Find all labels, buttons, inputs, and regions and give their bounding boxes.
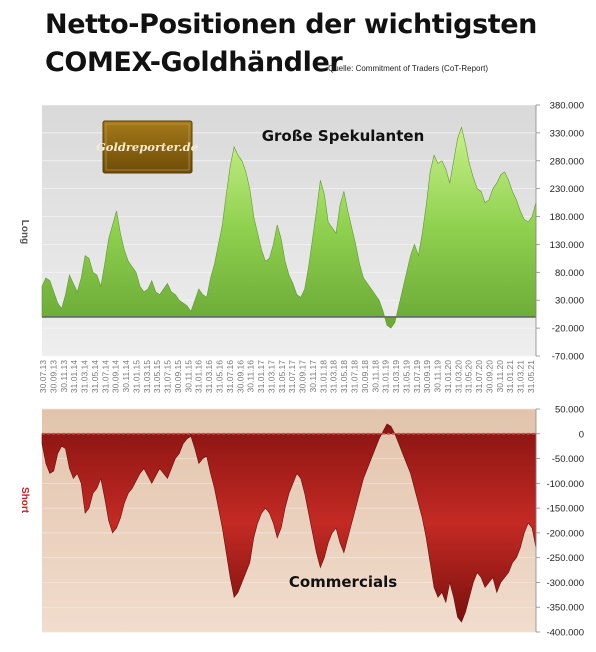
x-tick-label: 30.09.15 (173, 360, 183, 393)
x-tick-label: 31.01.14 (69, 360, 79, 393)
x-tick-label: 31.01.17 (256, 360, 266, 393)
x-tick-label: 30.07.13 (38, 360, 48, 393)
x-tick-label: 31.07.18 (350, 360, 360, 393)
top-y-axis: 380.000 330.000 280.000 230.000 180.000 130.0… (535, 101, 584, 363)
y-tick-label: 0 (579, 429, 584, 440)
y-tick-label: 280.000 (550, 156, 584, 167)
bottom-y-axis: 50.000 0 -50.000 -100.000 -150.000 -200.000 -2… (535, 405, 584, 639)
top-chart: 380.000 330.000 280.000 230.000 180.000 130.0… (19, 101, 584, 363)
x-tick-label: 30.09.13 (48, 360, 58, 393)
top-series-title: Große Spekulanten (262, 127, 425, 145)
x-tick-label: 31.03.20 (453, 360, 463, 393)
title-line-1: Netto-Positionen der wichtigsten (45, 9, 537, 40)
y-tick-label: -50.000 (552, 454, 584, 465)
x-tick-label: 30.09.20 (485, 360, 495, 393)
x-tick-label: 30.09.18 (360, 360, 370, 393)
x-tick-label: 31.07.19 (412, 360, 422, 393)
bottom-series-area (41, 423, 537, 623)
x-tick-label: 31.03.21 (516, 360, 526, 393)
x-tick-label: 31.01.18 (318, 360, 328, 393)
x-tick-label: 30.11.20 (495, 360, 505, 393)
x-tick-label: 31.07.16 (225, 360, 235, 393)
long-axis-label: Long (19, 220, 30, 244)
x-tick-label: 30.09.14 (111, 360, 121, 393)
short-axis-label: Short (19, 487, 30, 514)
y-tick-label: 80.000 (555, 268, 584, 279)
x-tick-label: 31.03.16 (204, 360, 214, 393)
x-tick-label: 31.01.15 (131, 360, 141, 393)
y-tick-label: -20.000 (552, 324, 584, 335)
top-series-area (41, 126, 537, 329)
x-tick-label: 30.09.17 (298, 360, 308, 393)
x-tick-label: 31.03.15 (142, 360, 152, 393)
x-tick-label: 31.07.20 (474, 360, 484, 393)
x-tick-label: 30.11.15 (183, 360, 193, 393)
logo-frame (105, 123, 190, 171)
x-tick-label: 31.03.19 (391, 360, 401, 393)
y-tick-label: -250.000 (546, 553, 584, 564)
x-tick-label: 31.05.17 (277, 360, 287, 393)
x-tick-label: 31.01.20 (443, 360, 453, 393)
x-tick-label: 30.11.19 (433, 360, 443, 393)
x-tick-label: 31.05.20 (464, 360, 474, 393)
x-tick-label: 31.05.19 (401, 360, 411, 393)
x-tick-label: 31.01.19 (381, 360, 391, 393)
y-tick-label: -100.000 (546, 479, 584, 490)
y-tick-label: 130.000 (550, 240, 584, 251)
x-tick-label: 30.11.13 (59, 360, 69, 393)
title-line-2: COMEX-Goldhändler (45, 47, 343, 78)
x-tick-label: 31.03.18 (329, 360, 339, 393)
x-tick-label: 30.09.16 (235, 360, 245, 393)
bottom-series-title: Commercials (289, 573, 397, 591)
y-tick-label: -150.000 (546, 504, 584, 515)
x-tick-label: 31.05.18 (339, 360, 349, 393)
y-tick-label: 380.000 (550, 101, 584, 112)
y-tick-label: 180.000 (550, 212, 584, 223)
x-tick-label: 31.03.14 (80, 360, 90, 393)
x-tick-label: 31.05.14 (90, 360, 100, 393)
y-tick-label: 330.000 (550, 128, 584, 139)
chart-title-block: Netto-Positionen der wichtigsten COMEX-G… (45, 6, 585, 82)
date-axis: 30.07.13 30.09.13 30.11.13 31.01.14 31.03.14… (38, 360, 536, 393)
x-tick-label: 30.11.17 (308, 360, 318, 393)
bottom-chart: 50.000 0 -50.000 -100.000 -150.000 -200.000 -2… (19, 405, 584, 639)
y-tick-label: -400.000 (546, 628, 584, 639)
x-tick-label: 30.11.16 (246, 360, 256, 393)
x-tick-label: 31.05.15 (152, 360, 162, 393)
source-note: Quelle: Commitment of Traders (CoT-Repor… (328, 64, 489, 73)
x-tick-label: 31.01.21 (505, 360, 515, 393)
x-tick-label: 31.05.16 (215, 360, 225, 393)
x-tick-label: 30.09.19 (422, 360, 432, 393)
x-tick-label: 30.11.18 (370, 360, 380, 393)
x-tick-label: 30.11.14 (121, 360, 131, 393)
y-tick-label: -300.000 (546, 578, 584, 589)
x-tick-label: 31.07.14 (100, 360, 110, 393)
logo-badge: Goldreporter.de (96, 120, 198, 174)
y-tick-label: -70.000 (552, 352, 584, 363)
logo-text: Goldreporter.de (96, 140, 198, 154)
y-tick-label: -350.000 (546, 603, 584, 614)
x-tick-label: 31.07.15 (163, 360, 173, 393)
y-tick-label: 230.000 (550, 184, 584, 195)
y-tick-label: 30.000 (555, 296, 584, 307)
x-tick-label: 31.01.16 (194, 360, 204, 393)
x-tick-label: 31.05.21 (526, 360, 536, 393)
y-tick-label: 50.000 (555, 405, 584, 416)
x-tick-label: 31.03.17 (266, 360, 276, 393)
y-tick-label: -200.000 (546, 528, 584, 539)
x-tick-label: 31.07.17 (287, 360, 297, 393)
logo-background (102, 120, 193, 174)
